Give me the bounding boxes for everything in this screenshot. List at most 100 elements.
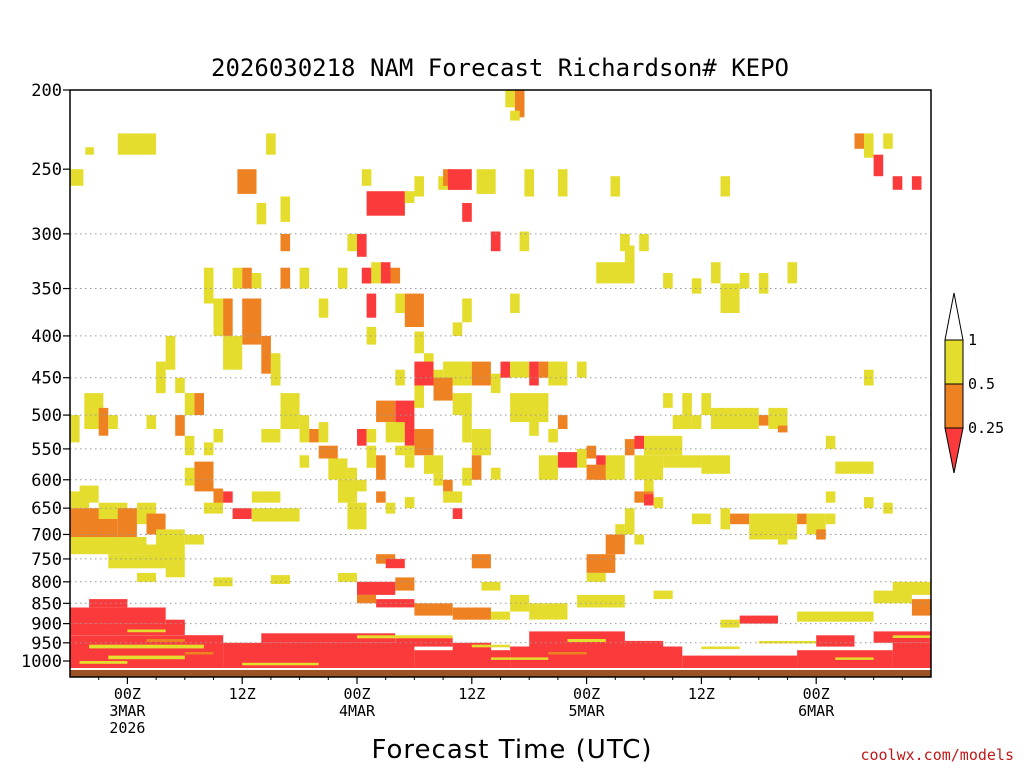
heatmap-cell xyxy=(357,479,367,492)
heatmap-cell xyxy=(452,607,491,620)
heatmap-cell xyxy=(892,642,931,668)
x-tick-label: 5MAR xyxy=(569,702,606,720)
x-tick-label: 3MAR xyxy=(109,702,146,720)
heatmap-cell xyxy=(242,267,252,289)
heatmap-cell xyxy=(184,393,195,416)
y-tick-label: 400 xyxy=(31,327,62,347)
legend-swatch-above-1 xyxy=(944,292,964,341)
heatmap-cell xyxy=(835,461,874,474)
heatmap-cell xyxy=(758,640,817,644)
heatmap-cell xyxy=(137,572,157,582)
heatmap-cell xyxy=(376,400,396,423)
heatmap-cell xyxy=(70,635,224,653)
heatmap-cell xyxy=(328,458,348,480)
heatmap-cell xyxy=(471,644,511,648)
heatmap-cell xyxy=(70,169,84,186)
heatmap-cell xyxy=(835,657,874,660)
legend-swatch-below-0.25 xyxy=(944,427,964,474)
heatmap-cell xyxy=(476,169,496,194)
heatmap-cell xyxy=(395,637,453,647)
heatmap-cell xyxy=(184,467,195,486)
heatmap-cell xyxy=(299,415,310,443)
heatmap-cell xyxy=(529,415,539,436)
heatmap-cell xyxy=(620,233,630,252)
heatmap-cell xyxy=(361,267,372,284)
heatmap-cell xyxy=(280,267,291,289)
heatmap-cell xyxy=(586,554,616,573)
heatmap-cell xyxy=(127,629,166,633)
heatmap-cell xyxy=(146,133,157,155)
heatmap-cell xyxy=(223,298,233,336)
y-tick-label: 1000 xyxy=(21,652,62,672)
heatmap-cell xyxy=(462,203,472,222)
heatmap-cell xyxy=(213,429,224,443)
heatmap-cell xyxy=(701,455,731,474)
heatmap-cell xyxy=(376,455,386,480)
heatmap-cell xyxy=(634,455,664,480)
heatmap-cell xyxy=(797,611,874,622)
heatmap-cell xyxy=(864,369,874,386)
heatmap-cell xyxy=(711,407,759,429)
heatmap-cell xyxy=(663,393,673,408)
heatmap-cell xyxy=(165,563,185,578)
heatmap-cell xyxy=(471,455,482,480)
heatmap-cell xyxy=(79,485,99,503)
heatmap-cell xyxy=(89,599,128,608)
heatmap-cell xyxy=(366,445,377,468)
heatmap-cell xyxy=(156,529,185,545)
heatmap-cell xyxy=(443,491,463,503)
heatmap-cell xyxy=(318,298,329,318)
heatmap-cell xyxy=(89,644,204,649)
heatmap-cell xyxy=(347,467,357,480)
x-tick-label: 6MAR xyxy=(798,702,835,720)
heatmap-cell xyxy=(223,491,233,503)
heatmap-cell xyxy=(380,262,391,284)
heatmap-cell xyxy=(462,415,472,443)
x-tick-label: 12Z xyxy=(458,685,485,703)
heatmap-cell xyxy=(390,267,401,284)
heatmap-cell xyxy=(701,646,740,650)
heatmap-cell xyxy=(481,581,501,591)
heatmap-cell xyxy=(816,635,855,647)
heatmap-cell xyxy=(873,154,884,177)
y-tick-label: 850 xyxy=(31,594,62,614)
x-tick-label: 12Z xyxy=(229,685,256,703)
heatmap-cell xyxy=(825,435,836,449)
heatmap-cell xyxy=(395,293,405,313)
legend-label: 0.5 xyxy=(968,375,995,393)
heatmap-cell xyxy=(873,590,912,604)
heatmap-cell xyxy=(624,439,635,456)
heatmap-cell xyxy=(366,191,405,216)
heatmap-cell xyxy=(720,283,740,313)
y-tick-label: 700 xyxy=(31,526,62,546)
heatmap-cell xyxy=(213,298,224,336)
heatmap-cell xyxy=(586,464,606,480)
heatmap-cell xyxy=(825,513,836,525)
heatmap-cell xyxy=(385,422,405,443)
heatmap-cell xyxy=(510,361,530,378)
heatmap-cell xyxy=(347,502,367,530)
heatmap-cell xyxy=(471,429,491,456)
y-tick-label: 550 xyxy=(31,440,62,460)
heatmap-cell xyxy=(577,448,587,468)
heatmap-cell xyxy=(175,415,185,436)
heatmap-cell xyxy=(433,473,444,486)
legend-swatch-0.5-1 xyxy=(944,339,964,385)
heatmap-cell xyxy=(452,642,491,652)
x-tick-label: 2026 xyxy=(109,719,145,737)
heatmap-cell xyxy=(414,331,424,354)
heatmap-cell xyxy=(337,479,357,503)
heatmap-cell xyxy=(299,267,310,289)
heatmap-cell xyxy=(624,640,664,651)
heatmap-cell xyxy=(500,361,511,378)
heatmap-cell xyxy=(768,407,788,429)
heatmap-cell xyxy=(70,415,80,443)
heatmap-cell xyxy=(605,534,625,555)
heatmap-cell xyxy=(357,233,367,257)
heatmap-cell xyxy=(251,273,262,289)
heatmap-cell xyxy=(237,169,257,194)
heatmap-cell xyxy=(404,455,415,468)
heatmap-cell xyxy=(261,491,281,503)
heatmap-cell xyxy=(251,491,262,503)
heatmap-cell xyxy=(854,133,865,149)
